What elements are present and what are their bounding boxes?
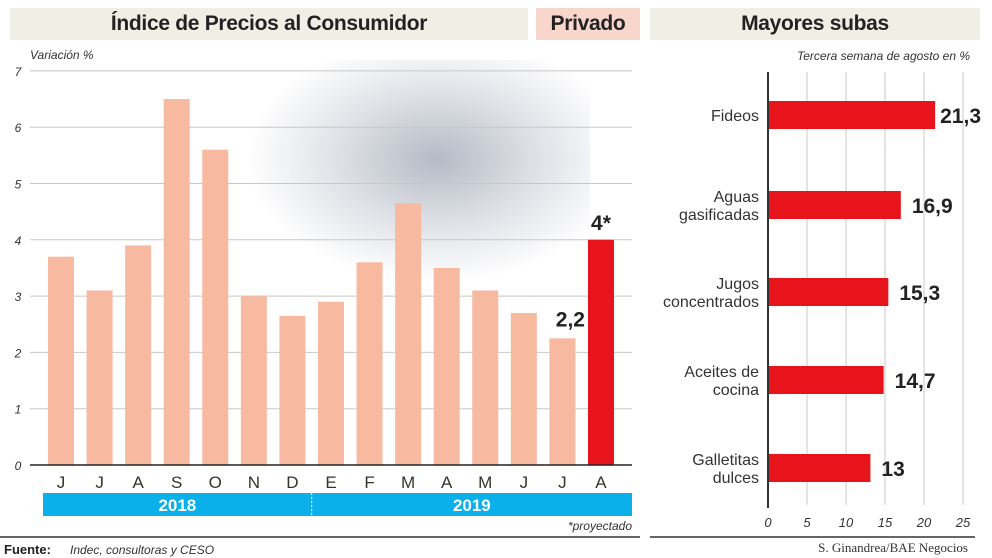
x-tick-label: J xyxy=(558,473,567,492)
year-label: 2019 xyxy=(453,496,491,515)
bar xyxy=(769,454,871,482)
data-label: 16,9 xyxy=(912,195,953,218)
header-mayores-subas: Mayores subas xyxy=(650,8,980,40)
category-label: gasificadas xyxy=(679,207,759,224)
y-tick-label: 4 xyxy=(15,234,22,248)
category-label: Jugos xyxy=(716,276,759,293)
x-tick-label: 20 xyxy=(916,515,932,530)
header-privado: Privado xyxy=(536,8,640,40)
data-label: 21,3 xyxy=(940,105,981,128)
x-tick-label: S xyxy=(171,473,182,492)
bar xyxy=(317,301,344,465)
data-label: 13 xyxy=(881,458,904,481)
x-tick-label: 0 xyxy=(764,515,772,530)
bar xyxy=(510,312,537,465)
y-tick-label: 0 xyxy=(15,459,22,473)
bar xyxy=(163,99,190,466)
x-tick-label: 15 xyxy=(878,515,893,530)
bar xyxy=(125,245,152,465)
bar xyxy=(356,262,383,465)
year-band xyxy=(311,493,632,516)
category-label: cocina xyxy=(713,382,759,399)
data-label: 4* xyxy=(591,212,612,235)
category-label: Aceites de xyxy=(684,364,759,381)
chart-subtitle: Tercera semana de agosto en % xyxy=(797,49,970,63)
x-tick-label: A xyxy=(595,473,607,492)
source-label: Fuente: xyxy=(4,542,51,557)
x-tick-label: F xyxy=(364,473,374,492)
bar xyxy=(279,315,306,465)
y-tick-label: 7 xyxy=(15,65,23,79)
category-label: concentrados xyxy=(663,294,759,311)
bar xyxy=(48,256,74,465)
bar xyxy=(549,338,576,465)
x-tick-label: M xyxy=(401,473,415,492)
category-label: Aguas xyxy=(714,189,759,206)
bar xyxy=(395,203,422,465)
bar xyxy=(202,149,229,465)
bar xyxy=(240,296,267,465)
year-band xyxy=(43,493,312,516)
bar xyxy=(769,366,884,394)
x-tick-label: 5 xyxy=(803,515,811,530)
data-label: 2,2 xyxy=(556,308,585,331)
bar xyxy=(587,239,614,465)
x-tick-label: 10 xyxy=(839,515,854,530)
x-tick-label: J xyxy=(95,473,104,492)
footnote: *proyectado xyxy=(568,519,632,533)
x-tick-label: A xyxy=(132,473,144,492)
y-tick-label: 3 xyxy=(15,290,22,304)
bar xyxy=(433,267,460,465)
y-tick-label: 1 xyxy=(15,403,22,417)
bar xyxy=(769,101,936,129)
bar xyxy=(86,290,113,465)
category-label: Galletitas xyxy=(692,452,759,469)
x-tick-label: J xyxy=(57,473,66,492)
data-label: 15,3 xyxy=(899,282,940,305)
category-label: Fideos xyxy=(711,108,759,125)
bar xyxy=(769,278,889,306)
x-tick-label: A xyxy=(441,473,453,492)
y-tick-label: 6 xyxy=(15,121,22,135)
category-label: dulces xyxy=(713,470,759,487)
x-tick-label: N xyxy=(248,473,260,492)
data-label: 14,7 xyxy=(895,370,936,393)
credit: S. Ginandrea/BAE Negocios xyxy=(818,540,968,555)
year-label: 2018 xyxy=(158,496,196,515)
x-tick-label: O xyxy=(209,473,222,492)
bar xyxy=(472,290,499,465)
x-tick-label: D xyxy=(286,473,298,492)
y-tick-label: 2 xyxy=(14,346,22,360)
source-text: Indec, consultoras y CESO xyxy=(70,543,214,557)
x-tick-label: E xyxy=(325,473,336,492)
y-axis-label: Variación % xyxy=(30,48,94,62)
header-ipc: Índice de Precios al Consumidor xyxy=(10,8,528,40)
bar xyxy=(769,191,901,219)
y-tick-label: 5 xyxy=(15,178,22,192)
x-tick-label: M xyxy=(478,473,492,492)
x-tick-label: J xyxy=(520,473,529,492)
x-tick-label: 25 xyxy=(955,515,971,530)
